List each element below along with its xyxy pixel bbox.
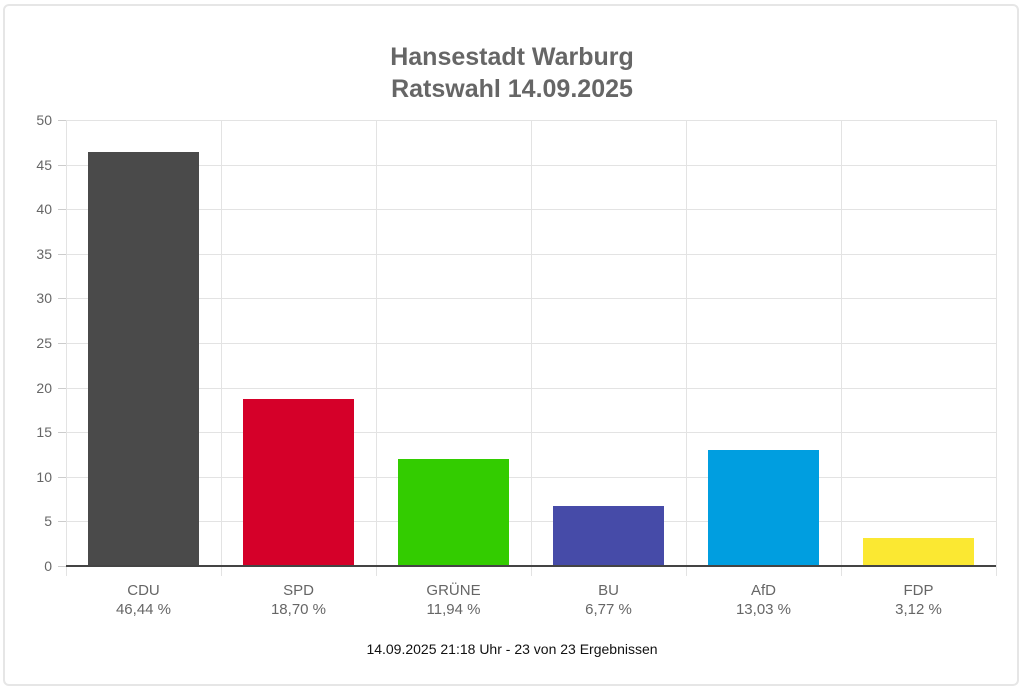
chart-footer: 14.09.2025 21:18 Uhr - 23 von 23 Ergebni… <box>366 641 658 657</box>
party-percentage: 18,70 % <box>270 601 327 618</box>
party-percentage: 6,77 % <box>585 601 632 618</box>
y-tick-label: 50 <box>36 112 52 128</box>
y-tick-label: 25 <box>36 335 52 351</box>
bar-cdu[interactable] <box>88 151 199 566</box>
y-tick-label: 0 <box>44 558 52 574</box>
gridline-v <box>531 120 532 576</box>
y-tick-label: 40 <box>36 201 52 218</box>
x-label-bu: BU 6,77 % <box>531 581 686 619</box>
y-tick-mark <box>58 343 66 344</box>
bar-spd[interactable] <box>243 399 354 566</box>
gridline-v <box>686 120 687 576</box>
party-percentage: 13,03 % <box>735 601 792 618</box>
party-name: AfD <box>750 582 776 599</box>
bar-fdp[interactable] <box>863 538 974 566</box>
party-percentage: 3,12 % <box>895 601 942 618</box>
y-tick-label: 45 <box>36 156 52 173</box>
y-tick-mark <box>58 521 66 523</box>
party-percentage: 11,94 % <box>426 601 481 618</box>
y-tick-mark <box>58 566 66 567</box>
y-tick-mark <box>58 432 66 434</box>
y-tick-mark <box>58 387 66 389</box>
party-name: CDU <box>127 582 160 599</box>
x-label-spd: SPD 18,70 % <box>221 581 376 619</box>
plot-area <box>66 120 997 576</box>
y-tick-label: 15 <box>36 424 52 441</box>
chart-title: Hansestadt Warburg <box>390 43 634 71</box>
x-label-afd: AfD 13,03 % <box>686 581 841 619</box>
x-label-grüne: GRÜNE 11,94 % <box>376 581 531 619</box>
party-percentage: 46,44 % <box>115 601 172 618</box>
bar-bu[interactable] <box>553 505 664 566</box>
y-tick-label: 30 <box>36 290 52 307</box>
gridline-v <box>996 120 997 576</box>
party-name: BU <box>598 582 619 599</box>
party-name: FDP <box>903 582 934 599</box>
party-name: GRÜNE <box>426 582 481 599</box>
gridline-v <box>841 120 842 576</box>
bar-grüne[interactable] <box>398 459 509 566</box>
y-tick-mark <box>58 120 66 121</box>
x-label-cdu: CDU 46,44 % <box>66 581 221 619</box>
x-axis-line <box>66 565 996 567</box>
y-tick-mark <box>58 209 66 211</box>
y-tick-label: 5 <box>44 513 52 530</box>
party-name: SPD <box>283 582 314 599</box>
gridline-v <box>221 120 222 576</box>
y-tick-label: 10 <box>36 468 52 485</box>
x-label-fdp: FDP 3,12 % <box>841 581 996 619</box>
gridline-v <box>66 120 67 576</box>
y-tick-mark <box>58 298 66 300</box>
gridline-v <box>376 120 377 576</box>
y-tick-label: 35 <box>36 245 52 262</box>
y-tick-mark <box>58 476 66 478</box>
y-tick-label: 20 <box>36 379 52 396</box>
bar-afd[interactable] <box>708 449 819 566</box>
y-tick-mark <box>58 164 66 166</box>
y-tick-mark <box>58 253 66 255</box>
chart-subtitle: Ratswahl 14.09.2025 <box>391 75 633 103</box>
